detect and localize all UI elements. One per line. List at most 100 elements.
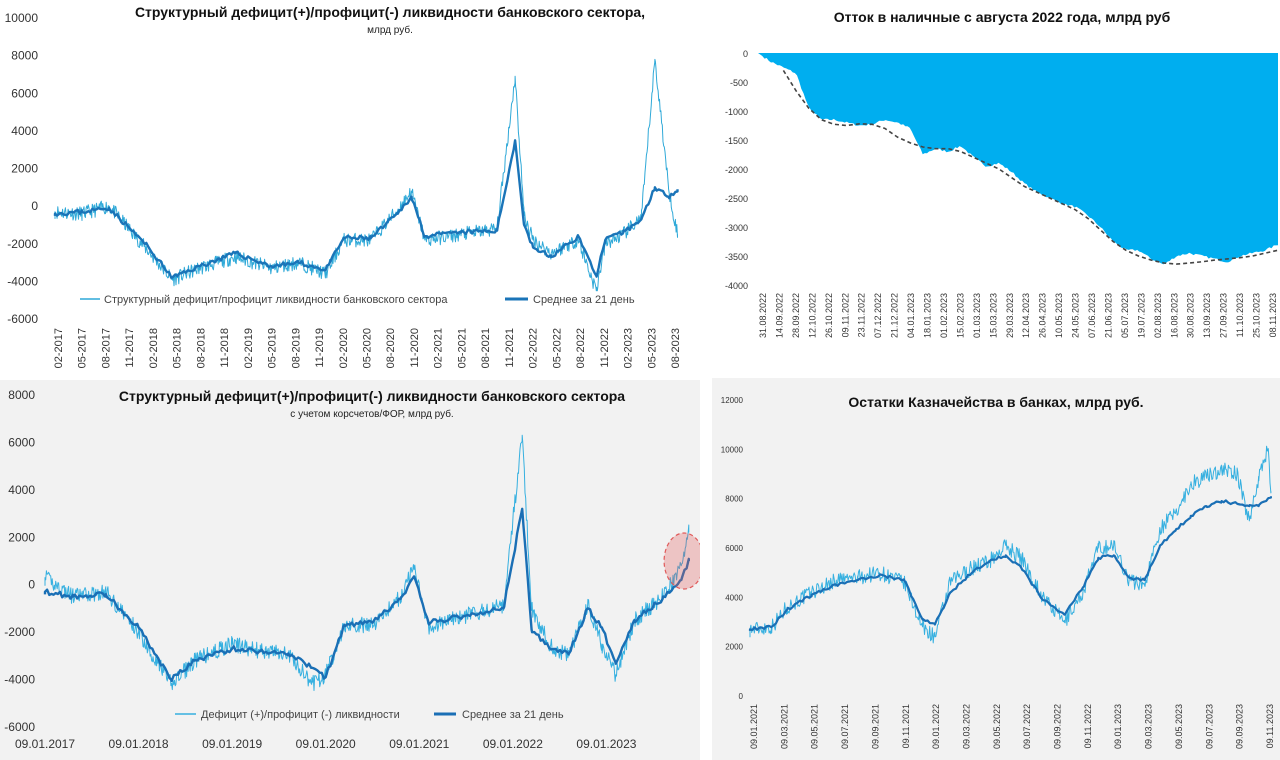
series-daily-line <box>44 434 690 691</box>
x-tick-label: 01.03.2023 <box>972 293 982 338</box>
y-tick-label: -6000 <box>4 720 35 734</box>
x-tick-label: 12.04.2023 <box>1021 293 1031 338</box>
y-tick-label: 0 <box>739 692 744 701</box>
x-tick-label: 11-2021 <box>504 328 516 368</box>
x-tick-label: 09.09.2022 <box>1053 704 1063 749</box>
x-tick-label: 27.09.2023 <box>1219 293 1229 338</box>
x-tick-label: 11-2019 <box>314 328 326 368</box>
x-tick-label: 13.09.2023 <box>1202 293 1212 338</box>
x-tick-label: 28.09.2022 <box>791 293 801 338</box>
y-tick-label: 6000 <box>11 86 38 100</box>
x-tick-label: 09.01.2019 <box>202 737 262 751</box>
x-tick-label: 08-2021 <box>480 328 492 368</box>
x-tick-label: 15.02.2023 <box>955 293 965 338</box>
y-tick-label: -1000 <box>725 107 748 117</box>
y-tick-label: 8000 <box>8 388 35 402</box>
x-tick-label: 09.05.2021 <box>810 704 820 749</box>
x-tick-label: 30.08.2023 <box>1186 293 1196 338</box>
x-tick-label: 05-2021 <box>456 328 468 368</box>
x-tick-label: 15.03.2023 <box>988 293 998 338</box>
x-tick-label: 05-2019 <box>267 328 279 368</box>
y-tick-label: 2000 <box>8 530 35 544</box>
series-daily-line <box>749 445 1272 644</box>
y-tick-label: 4000 <box>725 593 743 602</box>
x-tick-label: 14.09.2022 <box>775 293 785 338</box>
series-avg-line <box>748 496 1272 631</box>
x-tick-label: 11-2018 <box>219 328 231 368</box>
x-tick-label: 08.11.2023 <box>1268 293 1278 337</box>
y-tick-label: 2000 <box>725 643 743 652</box>
x-tick-label: 10.05.2023 <box>1054 293 1064 338</box>
y-tick-label: 6000 <box>8 435 35 449</box>
y-tick-label: 4000 <box>8 483 35 497</box>
x-tick-label: 12.10.2022 <box>807 293 817 338</box>
x-tick-label: 09.05.2022 <box>992 704 1002 749</box>
x-tick-label: 02-2023 <box>623 328 635 368</box>
x-tick-label: 08-2018 <box>195 328 207 368</box>
x-tick-label: 02-2022 <box>528 328 540 368</box>
x-tick-label: 09.01.2020 <box>296 737 356 751</box>
x-tick-label: 09.09.2021 <box>870 704 880 749</box>
x-tick-label: 05-2017 <box>77 328 89 368</box>
y-tick-label: 12000 <box>721 396 744 405</box>
y-tick-label: 4000 <box>11 124 38 138</box>
chart-title: Отток в наличные с августа 2022 года, мл… <box>834 9 1171 25</box>
chart-structural-deficit-corr-svg: Структурный дефицит(+)/профицит(-) ликви… <box>4 388 700 751</box>
chart-treasury-balances-svg: Остатки Казначейства в банках, млрд руб.… <box>721 394 1275 749</box>
y-tick-label: 8000 <box>725 495 743 504</box>
x-tick-label: 09.01.2017 <box>15 737 75 751</box>
series-avg-line <box>53 139 679 279</box>
x-tick-label: 02-2019 <box>243 328 255 368</box>
x-tick-label: 08-2020 <box>385 328 397 368</box>
x-tick-label: 09.11.2022 <box>840 293 850 337</box>
x-tick-label: 09.01.2022 <box>483 737 543 751</box>
x-tick-label: 05-2023 <box>646 328 658 368</box>
y-tick-label: -4000 <box>4 673 35 687</box>
x-tick-label: 18.01.2023 <box>923 293 933 338</box>
y-tick-label: 10000 <box>5 11 39 25</box>
legend-label-daily: Дефицит (+)/профицит (-) ликвидности <box>201 709 400 721</box>
legend-label-avg: Среднее за 21 день <box>462 709 564 721</box>
x-tick-label: 09.03.2022 <box>962 704 972 749</box>
x-tick-label: 24.05.2023 <box>1071 293 1081 338</box>
x-tick-label: 26.10.2022 <box>824 293 834 338</box>
x-tick-label: 29.03.2023 <box>1005 293 1015 338</box>
series-trend-line <box>782 69 1279 265</box>
chart-cash-outflow-svg: Отток в наличные с августа 2022 года, мл… <box>725 9 1279 338</box>
x-tick-label: 02-2021 <box>433 328 445 368</box>
x-tick-label: 05.07.2023 <box>1120 293 1130 338</box>
x-tick-label: 16.08.2023 <box>1169 293 1179 338</box>
x-tick-label: 07.06.2023 <box>1087 293 1097 338</box>
x-tick-label: 11-2022 <box>599 328 611 368</box>
y-tick-label: 2000 <box>11 162 38 176</box>
x-tick-label: 25.10.2023 <box>1252 293 1262 338</box>
x-tick-label: 09.01.2022 <box>931 704 941 749</box>
y-tick-label: 10000 <box>721 445 744 454</box>
y-tick-label: 0 <box>743 49 748 59</box>
legend-label-daily: Структурный дефицит/профицит ликвидности… <box>104 294 448 306</box>
y-tick-label: -2500 <box>725 194 748 204</box>
x-tick-label: 04.01.2023 <box>906 293 916 338</box>
x-tick-label: 02-2018 <box>148 328 160 368</box>
legend-label-avg: Среднее за 21 день <box>533 294 635 306</box>
y-tick-label: 8000 <box>11 49 38 63</box>
series-daily-line <box>54 58 678 292</box>
x-tick-label: 09.03.2023 <box>1144 704 1154 749</box>
chart-title: Остатки Казначейства в банках, млрд руб. <box>848 394 1143 410</box>
x-tick-label: 09.07.2021 <box>840 704 850 749</box>
y-tick-label: -2000 <box>4 625 35 639</box>
x-tick-label: 02-2020 <box>338 328 350 368</box>
x-tick-label: 09.11.2021 <box>901 704 911 748</box>
x-tick-label: 09.05.2023 <box>1174 704 1184 749</box>
chart-title: Структурный дефицит(+)/профицит(-) ликви… <box>119 388 625 404</box>
x-tick-label: 08-2023 <box>670 328 682 368</box>
y-tick-label: 0 <box>28 578 35 592</box>
x-tick-label: 09.03.2021 <box>779 704 789 749</box>
y-tick-label: 0 <box>31 199 38 213</box>
chart-structural-deficit-corr: Структурный дефицит(+)/профицит(-) ликви… <box>0 380 700 760</box>
x-tick-label: 09.01.2021 <box>749 704 759 749</box>
y-tick-label: -3500 <box>725 252 748 262</box>
chart-cash-outflow: Отток в наличные с августа 2022 года, мл… <box>700 0 1280 380</box>
x-tick-label: 08-2022 <box>575 328 587 368</box>
x-tick-label: 19.07.2023 <box>1136 293 1146 338</box>
